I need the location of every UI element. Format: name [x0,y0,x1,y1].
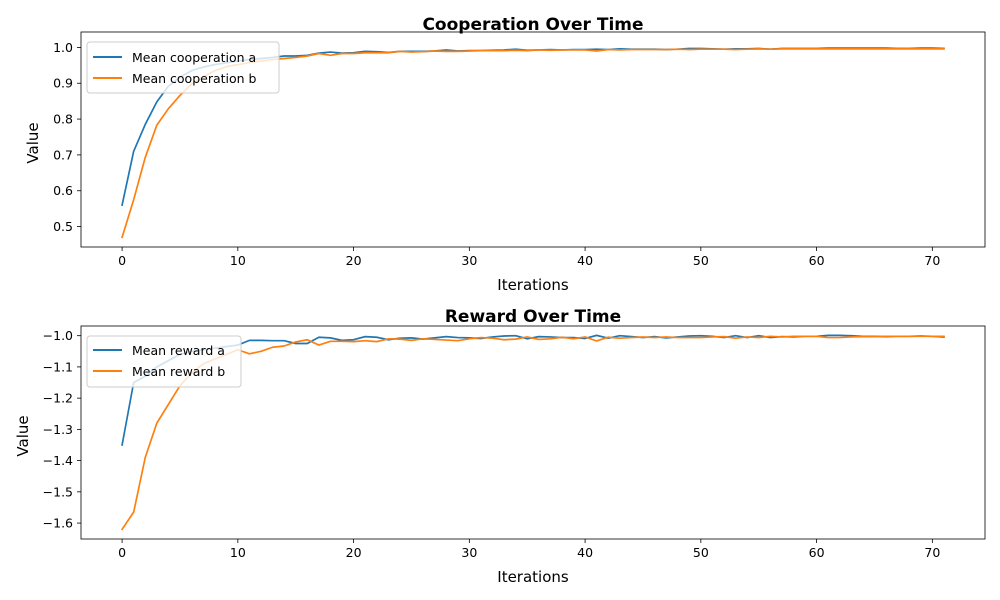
y-tick-label: −1.2 [43,391,73,406]
legend-label-b: Mean reward b [132,364,225,379]
y-tick-label: 0.7 [53,147,73,162]
x-tick-label: 20 [346,253,362,268]
x-tick-label: 60 [809,545,825,560]
x-tick-label: 40 [577,545,593,560]
x-tick-label: 20 [346,545,362,560]
y-tick-label: 0.5 [53,219,73,234]
legend-box [86,335,242,388]
legend-box [86,41,280,94]
x-tick-label: 70 [924,545,940,560]
x-axis-label: Iterations [497,276,569,294]
y-tick-label: −1.3 [43,422,73,437]
y-tick-label: −1.4 [43,453,73,468]
y-axis-label: Value [24,122,42,163]
chart-title: Cooperation Over Time [422,15,643,35]
reward-chart: Reward Over Time Iterations Value 0 10 20 3… [14,307,986,586]
y-tick-label: 0.8 [53,112,73,127]
x-tick-label: 50 [693,253,709,268]
series-lines [120,334,945,531]
series-line-b [120,335,945,531]
x-tick-label: 60 [809,253,825,268]
legend: Mean cooperation a Mean cooperation b [86,41,280,94]
x-tick-label: 70 [924,253,940,268]
y-tick-label: 0.6 [53,183,73,198]
y-axis-label: Value [14,415,32,456]
y-tick-label: 0.9 [53,76,73,91]
y-tick-label: −1.1 [43,359,73,374]
y-tick-label: −1.0 [43,328,73,343]
legend-label-a: Mean cooperation a [132,50,256,65]
x-tick-label: 30 [461,253,477,268]
y-tick-label: −1.6 [43,516,73,531]
ticks: 0 10 20 30 40 50 60 70 0.5 0.6 0.7 0.8 0.9 1.0 [53,40,940,268]
ticks: 0 10 20 30 40 50 60 70 −1.6 −1.5 −1.4 −1.3 −1.2 −1.1 −… [43,328,941,560]
y-tick-label: −1.5 [43,484,73,499]
chart-title: Reward Over Time [445,307,621,327]
x-axis-label: Iterations [497,568,569,586]
x-tick-label: 50 [693,545,709,560]
legend-label-a: Mean reward a [132,343,225,358]
cooperation-chart: Cooperation Over Time Iterations Value 0… [24,15,986,294]
x-tick-label: 0 [118,253,126,268]
legend-label-b: Mean cooperation b [132,71,257,86]
legend: Mean reward a Mean reward b [86,335,242,388]
x-tick-label: 30 [461,545,477,560]
x-tick-label: 10 [230,545,246,560]
plot-frame [80,31,986,248]
x-tick-label: 0 [118,545,126,560]
x-tick-label: 10 [230,253,246,268]
y-tick-label: 1.0 [53,40,73,55]
x-tick-label: 40 [577,253,593,268]
plot-frame [80,325,986,540]
